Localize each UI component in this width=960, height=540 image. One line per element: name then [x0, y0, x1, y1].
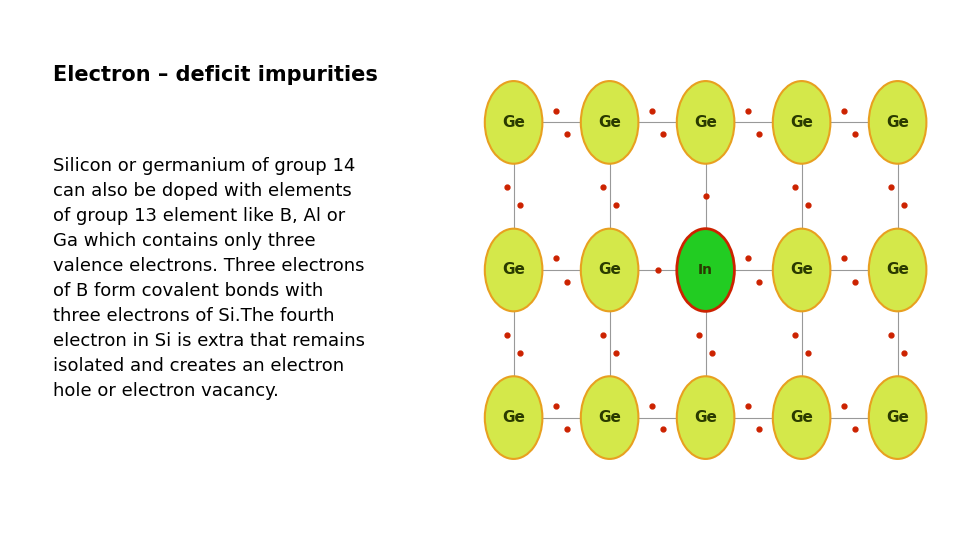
Ellipse shape [773, 376, 830, 459]
Text: Ge: Ge [886, 115, 909, 130]
Text: Ge: Ge [598, 115, 621, 130]
Text: Silicon or germanium of group 14
can also be doped with elements
of group 13 ele: Silicon or germanium of group 14 can als… [53, 157, 365, 400]
Text: Ge: Ge [694, 115, 717, 130]
Ellipse shape [677, 228, 734, 312]
Ellipse shape [485, 81, 542, 164]
Ellipse shape [773, 228, 830, 312]
Text: Ge: Ge [790, 410, 813, 425]
Text: Ge: Ge [502, 115, 525, 130]
Ellipse shape [869, 376, 926, 459]
Ellipse shape [773, 81, 830, 164]
Ellipse shape [581, 376, 638, 459]
Text: Ge: Ge [598, 410, 621, 425]
Text: Ge: Ge [502, 262, 525, 278]
Ellipse shape [677, 81, 734, 164]
Text: Ge: Ge [790, 262, 813, 278]
Text: Electron – deficit impurities: Electron – deficit impurities [53, 65, 377, 85]
Ellipse shape [581, 81, 638, 164]
Text: Ge: Ge [886, 262, 909, 278]
Text: Ge: Ge [694, 410, 717, 425]
Ellipse shape [485, 376, 542, 459]
Ellipse shape [869, 81, 926, 164]
Text: Ge: Ge [886, 410, 909, 425]
Text: Ge: Ge [598, 262, 621, 278]
Text: In: In [698, 263, 713, 277]
Ellipse shape [581, 228, 638, 312]
Ellipse shape [485, 228, 542, 312]
Ellipse shape [677, 376, 734, 459]
Text: Ge: Ge [790, 115, 813, 130]
Text: Ge: Ge [502, 410, 525, 425]
Ellipse shape [869, 228, 926, 312]
